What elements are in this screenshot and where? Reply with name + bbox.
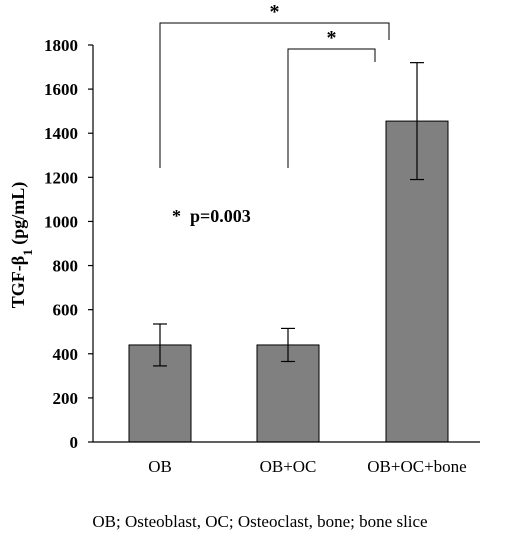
y-tick-label: 800 [53,257,79,276]
y-tick-label: 1800 [44,36,78,55]
y-axis-label-main: TGF-β [8,256,28,308]
x-axis-labels: OB OB+OC OB+OC+bone [148,457,467,476]
x-category-label: OB+OC [260,457,317,476]
x-category-label: OB [148,457,172,476]
y-axis-ticks: 0 200 400 600 800 1000 1200 1400 1600 1800 [44,36,93,452]
significance-star: * [327,27,337,49]
y-tick-label: 600 [53,301,79,320]
y-tick-label: 1400 [44,124,78,143]
y-axis-label-subscript: 1 [20,249,35,256]
y-tick-label: 0 [70,433,79,452]
significance-star: * [270,1,280,23]
significance-bracket [159,22,390,168]
y-tick-label: 1600 [44,80,78,99]
significance-bracket [287,48,376,168]
error-bars [153,62,424,367]
bars [128,120,449,443]
p-value-annotation: * p=0.003 [172,206,251,226]
y-tick-label: 1200 [44,168,78,187]
y-tick-label: 200 [53,389,79,408]
y-axis-label-unit: (pg/mL) [8,182,29,250]
significance-brackets: ** [159,1,390,168]
abbreviation-footnote: OB; Osteoblast, OC; Osteoclast, bone; bo… [92,512,427,531]
y-tick-label: 1000 [44,212,78,231]
y-tick-label: 400 [53,345,79,364]
y-axis-label: TGF-β1 (pg/mL) [8,182,35,308]
x-category-label: OB+OC+bone [367,457,466,476]
